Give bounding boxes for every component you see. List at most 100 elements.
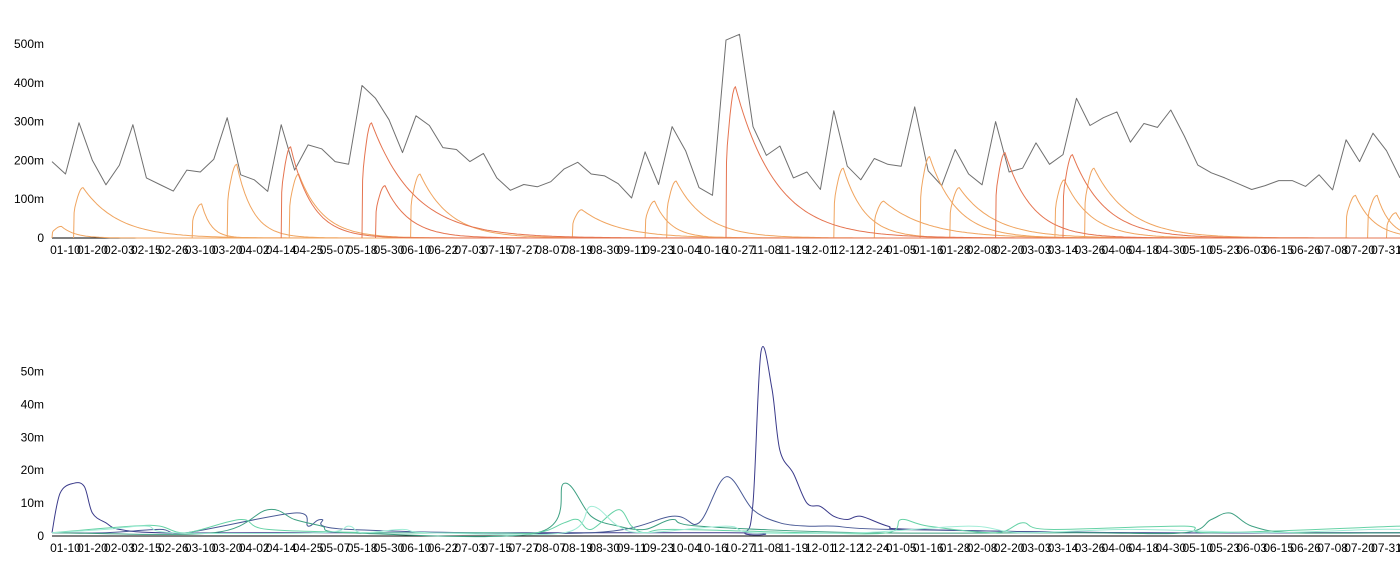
x-tick-label: 03-10 [185,541,216,555]
x-tick-label: 07-20 [1344,243,1375,257]
series-line [873,200,1400,239]
y-tick-label: 100m [14,192,44,206]
x-tick-label: 02-08 [967,541,998,555]
series-group [51,505,1400,536]
x-tick-label: 01-20 [77,243,108,257]
x-tick-label: 03-26 [1075,243,1106,257]
x-tick-label: 01-16 [913,541,944,555]
x-tick-label: 07-03 [455,243,486,257]
x-tick-label: 02-20 [994,243,1025,257]
x-tick-label: 03-14 [1048,243,1079,257]
series-line [1345,194,1400,239]
series-line [1062,154,1400,239]
x-tick-label: 07-15 [481,541,512,555]
x-tick-label: 02-15 [131,243,162,257]
x-tick-label: 03-20 [212,243,243,257]
y-tick-label: 10m [21,496,44,510]
x-tick-label: 01-10 [50,541,81,555]
series-line [51,33,1400,199]
y-tick-label: 400m [14,76,44,90]
x-tick-label: 05-30 [374,541,405,555]
x-tick-label: 06-10 [401,541,432,555]
x-tick-label: 01-20 [77,541,108,555]
series-group [280,86,1400,239]
x-tick-label: 09-23 [643,541,674,555]
x-tick-label: 12-24 [859,541,890,555]
x-tick-label: 05-10 [1182,541,1213,555]
x-tick-label: 09-23 [643,243,674,257]
top-line-chart: 0 100m 200m 300m 400m 500m 01-1001-2002-0302-1… [14,33,1400,257]
x-tick-label: 02-26 [158,541,189,555]
x-tick-label: 11-19 [778,243,808,257]
y-tick-label: 500m [14,37,44,51]
series-line [571,209,1400,239]
x-tick-label: 04-18 [1129,541,1160,555]
x-tick-label: 03-14 [1048,541,1079,555]
x-tick-label: 07-08 [1317,243,1348,257]
series-group [51,476,1400,534]
x-tick-label: 02-03 [104,541,135,555]
series-line [51,509,1400,535]
series-line [644,200,1400,239]
x-tick-label: 04-25 [293,541,324,555]
x-tick-label: 04-18 [1129,243,1160,257]
x-tick-label: 01-05 [886,243,917,257]
x-tick-label: 02-20 [994,541,1025,555]
series-line [51,505,1400,536]
x-tick-label: 07-03 [455,541,486,555]
x-tick-label: 08-19 [562,541,593,555]
x-tick-label: 04-06 [1102,243,1133,257]
x-tick-label: 12-01 [805,541,836,555]
series-line [280,146,1400,239]
x-tick-label: 08-30 [589,243,620,257]
series-line [361,122,1400,239]
series-group [51,482,1400,538]
x-tick-label: 10-16 [697,243,728,257]
x-tick-label: 09-11 [617,541,647,555]
x-tick-label: 08-12 [1398,243,1400,257]
series-line [51,476,1400,534]
x-tick-label: 03-10 [185,243,216,257]
x-tick-label: 11-19 [778,541,808,555]
series-group [51,346,1400,536]
x-tick-label: 09-11 [617,243,647,257]
series-line [1367,194,1400,239]
x-tick-label: 06-22 [428,541,459,555]
x-tick-label: 07-27 [508,541,539,555]
x-tick-label: 08-07 [535,541,566,555]
x-tick-label: 10-27 [724,243,755,257]
x-tick-label: 05-18 [347,541,378,555]
x-tick-label: 04-06 [1102,541,1133,555]
x-tick-label: 04-25 [293,243,324,257]
x-tick-label: 05-10 [1182,243,1213,257]
x-tick-label: 07-31 [1371,243,1400,257]
x-tick-label: 02-03 [104,243,135,257]
x-tick-label: 05-30 [374,243,405,257]
x-tick-label: 06-15 [1263,541,1294,555]
x-tick-label: 06-10 [401,243,432,257]
x-tick-label: 10-27 [724,541,755,555]
x-tick-label: 02-08 [967,243,998,257]
x-tick-label: 05-23 [1209,243,1240,257]
x-tick-label: 07-20 [1344,541,1375,555]
x-tick-label: 06-26 [1290,541,1321,555]
x-tick-label: 03-03 [1021,243,1052,257]
x-tick-label: 08-07 [535,243,566,257]
x-tick-label: 04-14 [266,243,297,257]
x-tick-label: 11-08 [752,541,782,555]
series-line [288,173,1400,239]
x-tick-label: 04-02 [239,243,270,257]
y-tick-label: 30m [21,430,44,444]
series-group [51,33,1400,199]
x-tick-label: 05-07 [320,243,351,257]
x-tick-label: 06-15 [1263,243,1294,257]
x-tick-label: 10-04 [670,243,701,257]
x-tick-label: 12-24 [859,243,890,257]
y-tick-label: 200m [14,153,44,167]
x-tick-label: 04-30 [1155,541,1186,555]
series-line [226,163,1400,239]
x-tick-label: 04-14 [266,541,297,555]
x-tick-label: 06-26 [1290,243,1321,257]
y-tick-label: 40m [21,397,44,411]
y-tick-label: 50m [21,364,44,378]
